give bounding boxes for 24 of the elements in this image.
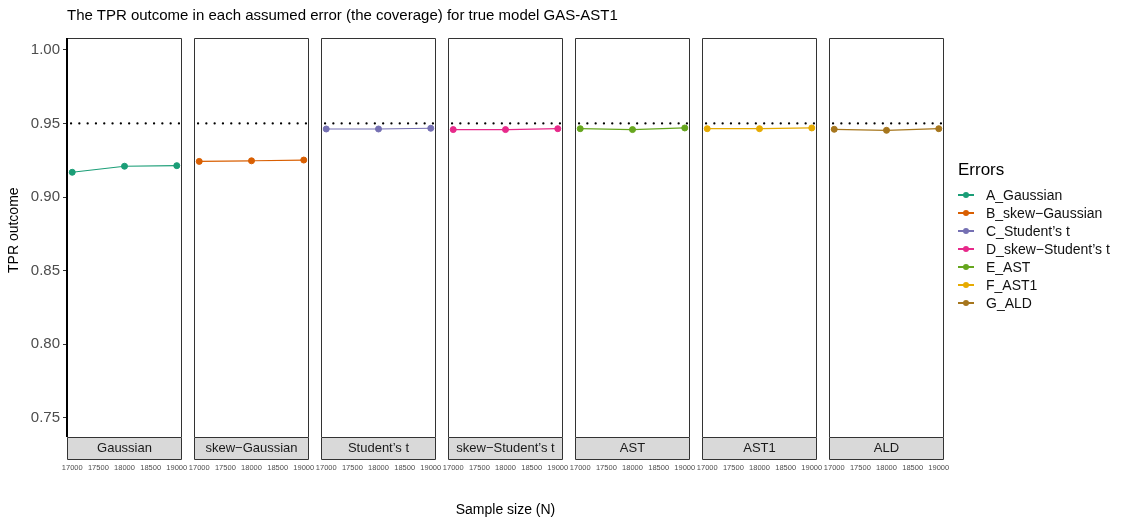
legend-label: D_skew−Student’s t: [986, 241, 1110, 257]
y-tick-label: 0.80: [30, 334, 60, 352]
y-tick-label: 0.85: [30, 260, 60, 278]
legend-label: E_AST: [986, 259, 1031, 275]
y-tick-label: 0.95: [30, 113, 60, 131]
x-axis-title: Sample size (N): [454, 501, 557, 517]
text: Gaussian: [97, 440, 152, 456]
legend-label: F_AST1: [986, 277, 1038, 293]
text: AST: [619, 440, 646, 456]
y-axis-title: TPR outcome: [5, 187, 21, 273]
text: Student’s t: [347, 440, 410, 456]
legend-label: C_Student’s t: [986, 223, 1070, 239]
legend-label: B_skew−Gaussian: [986, 205, 1103, 221]
legend-label: A_Gaussian: [986, 187, 1063, 203]
y-tick-label: 0.75: [30, 408, 60, 425]
text: AST1: [743, 440, 776, 456]
text: skew−Student’s t: [456, 440, 556, 456]
y-tick-label: 0.90: [30, 187, 60, 205]
text: skew−Gaussian: [205, 440, 298, 456]
y-tick-label: 1.00: [30, 39, 60, 57]
text: ALD: [873, 440, 900, 456]
legend-title: Errors: [958, 160, 1006, 180]
text: The TPR outcome in each assumed error (the coverage) for true model GAS-AST1: [67, 6, 618, 23]
legend-label: G_ALD: [986, 295, 1032, 311]
